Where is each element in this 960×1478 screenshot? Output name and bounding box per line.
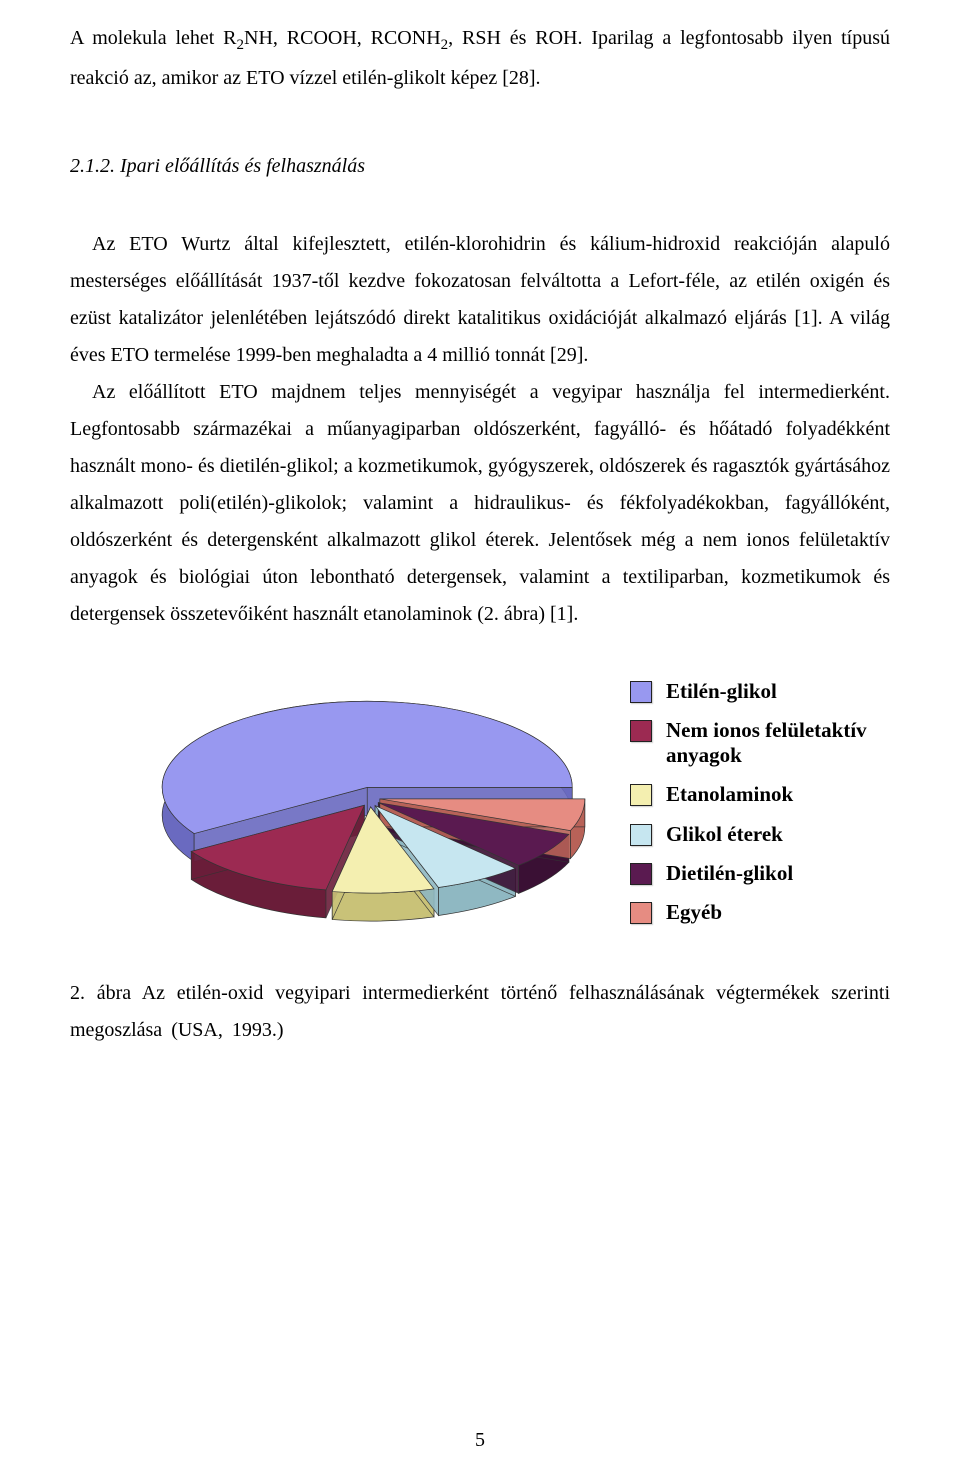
- intro-text-2: NH, RCOOH, RCONH: [244, 27, 441, 49]
- legend-label-3: Glikol éterek: [666, 822, 783, 847]
- legend-label-4: Dietilén-glikol: [666, 861, 793, 886]
- legend-item-2: Etanolaminok: [630, 782, 890, 807]
- legend-swatch-0: [630, 681, 652, 703]
- section-heading: 2.1.2. Ipari előállítás és felhasználás: [70, 155, 890, 178]
- body-para-1: Az ETO Wurtz által kifejlesztett, etilén…: [70, 226, 890, 374]
- legend-swatch-1: [630, 720, 652, 742]
- page: A molekula lehet R2NH, RCOOH, RCONH2, RS…: [0, 0, 960, 1478]
- figure-caption: 2. ábra Az etilén-oxid vegyipari interme…: [70, 975, 890, 1049]
- legend-swatch-5: [630, 902, 652, 924]
- body-para-2: Az előállított ETO majdnem teljes mennyi…: [70, 374, 890, 633]
- intro-paragraph: A molekula lehet R2NH, RCOOH, RCONH2, RS…: [70, 20, 890, 97]
- chart-area: Etilén-glikol Nem ionos felületaktív any…: [70, 679, 890, 939]
- intro-sub-1: 2: [237, 37, 245, 53]
- legend-swatch-4: [630, 863, 652, 885]
- intro-text-1: A molekula lehet R: [70, 27, 237, 49]
- legend-swatch-2: [630, 784, 652, 806]
- legend-item-3: Glikol éterek: [630, 822, 890, 847]
- legend-label-0: Etilén-glikol: [666, 679, 777, 704]
- legend-item-1: Nem ionos felületaktív anyagok: [630, 718, 890, 768]
- page-number: 5: [0, 1429, 960, 1452]
- legend: Etilén-glikol Nem ionos felületaktív any…: [630, 679, 890, 939]
- legend-item-5: Egyéb: [630, 900, 890, 925]
- legend-item-4: Dietilén-glikol: [630, 861, 890, 886]
- legend-label-1: Nem ionos felületaktív anyagok: [666, 718, 890, 768]
- legend-item-0: Etilén-glikol: [630, 679, 890, 704]
- pie-chart: [70, 679, 630, 939]
- legend-swatch-3: [630, 824, 652, 846]
- legend-label-5: Egyéb: [666, 900, 722, 925]
- legend-label-2: Etanolaminok: [666, 782, 793, 807]
